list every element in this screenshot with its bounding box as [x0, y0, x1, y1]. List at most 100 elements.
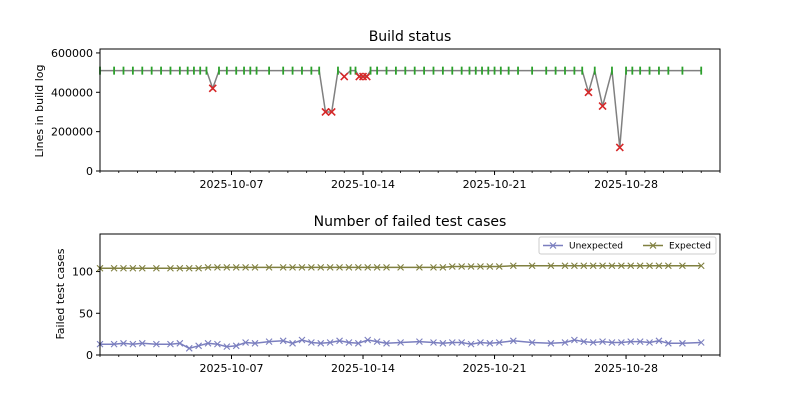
expected-point: [467, 263, 475, 270]
unexpected-point: [547, 339, 555, 347]
unexpected-point: [397, 339, 404, 346]
expected-point: [167, 264, 174, 272]
x-tick-label: 2025-10-14: [331, 178, 395, 191]
build-fail-marker: [362, 72, 371, 81]
build-status-title: Build status: [369, 29, 452, 45]
unexpected-point: [326, 339, 334, 346]
failed-tests-chart: Number of failed test cases Failed test …: [54, 214, 721, 375]
expected-point: [326, 263, 334, 271]
expected-point: [251, 263, 259, 271]
unexpected-point: [167, 340, 174, 348]
expected-point: [679, 262, 686, 270]
y-tick-label: 600000: [51, 47, 93, 60]
legend-expected-marker: [649, 242, 657, 249]
expected-point: [627, 262, 635, 270]
expected-point: [664, 262, 672, 270]
unexpected-point: [509, 337, 517, 345]
build-fail-marker: [321, 107, 330, 117]
unexpected-point: [152, 340, 160, 348]
unexpected-point: [608, 339, 616, 346]
expected-point: [110, 264, 118, 272]
failed-tests-axes-frame: [99, 233, 721, 356]
unexpected-point: [646, 339, 653, 346]
unexpected-point: [373, 338, 381, 346]
expected-point: [336, 263, 343, 271]
unexpected-point: [176, 339, 184, 347]
x-tick-label: 2025-10-07: [200, 178, 264, 191]
unexpected-point: [223, 343, 231, 351]
expected-point: [636, 262, 644, 270]
expected-point: [265, 263, 273, 271]
unexpected-point: [495, 339, 503, 346]
y-tick-label: 0: [86, 165, 93, 178]
unexpected-point: [599, 338, 606, 346]
unexpected-point: [279, 337, 287, 345]
expected-point: [307, 263, 315, 271]
expected-point: [232, 263, 240, 271]
unexpected-point: [589, 339, 597, 346]
unexpected-point: [636, 338, 644, 346]
expected-point: [298, 263, 306, 271]
failed-tests-ylabel: Failed test cases: [54, 248, 67, 339]
unexpected-point: [477, 339, 484, 346]
y-tick-label: 400000: [51, 86, 93, 99]
expected-point: [317, 263, 325, 271]
x-tick-label: 2025-10-28: [594, 178, 658, 191]
unexpected-point: [416, 338, 423, 346]
x-tick-label: 2025-10-14: [331, 362, 395, 375]
x-tick-label: 2025-10-21: [463, 178, 527, 191]
expected-point: [242, 263, 249, 271]
unexpected-point: [697, 339, 705, 346]
expected-point: [383, 263, 390, 271]
unexpected-point: [458, 339, 466, 346]
build-fail-marker: [340, 72, 349, 81]
legend-box: [538, 236, 717, 255]
expected-point: [373, 263, 381, 271]
y-tick-label: 0: [86, 349, 93, 362]
unexpected-point: [345, 339, 353, 346]
expected-point: [345, 263, 353, 271]
expected-point: [364, 263, 372, 271]
unexpected-point: [383, 339, 390, 347]
legend-unexpected-marker: [549, 242, 557, 249]
unexpected-point: [251, 339, 259, 347]
expected-point: [416, 263, 423, 271]
build-fail-marker: [584, 88, 593, 97]
unexpected-point: [120, 339, 127, 347]
unexpected-point: [289, 339, 296, 347]
expected-point: [697, 262, 705, 270]
unexpected-point: [265, 338, 273, 346]
expected-point: [204, 263, 212, 271]
y-tick-label: 200000: [51, 126, 93, 139]
legend: Unexpected Expected: [538, 236, 717, 255]
build-fail-marker: [615, 143, 624, 152]
unexpected-point: [679, 339, 686, 347]
unexpected-point: [129, 340, 137, 348]
expected-point: [589, 262, 597, 270]
unexpected-point: [110, 340, 118, 348]
unexpected-point: [561, 339, 569, 346]
expected-point: [129, 264, 137, 272]
expected-point: [580, 262, 588, 270]
unexpected-point: [232, 342, 240, 350]
expected-point: [195, 264, 203, 272]
y-tick-label: 100: [72, 266, 93, 279]
unexpected-point: [195, 342, 203, 350]
unexpected-point: [617, 339, 625, 346]
build-fail-marker: [208, 84, 217, 93]
y-tick-label: 50: [79, 307, 93, 320]
expected-series-line: [100, 264, 702, 269]
unexpected-point: [439, 339, 447, 347]
expected-point: [185, 264, 193, 272]
expected-point: [486, 263, 494, 270]
legend-unexpected-label: Unexpected: [569, 242, 623, 252]
expected-point: [509, 262, 517, 270]
x-tick-label: 2025-10-07: [200, 362, 264, 375]
expected-point: [354, 263, 362, 271]
unexpected-point: [430, 339, 437, 346]
expected-point: [120, 264, 127, 272]
unexpected-point: [627, 338, 635, 346]
unexpected-point: [204, 339, 212, 347]
